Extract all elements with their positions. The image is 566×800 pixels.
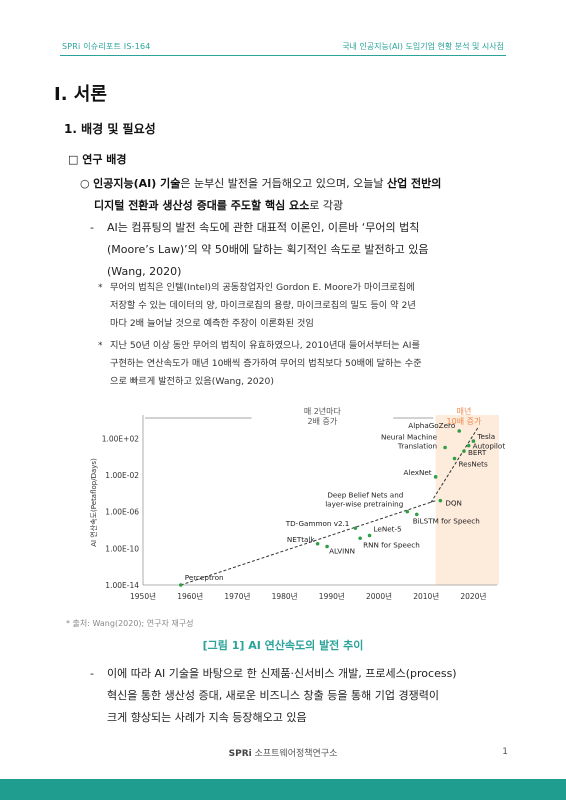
point-label: ResNets — [459, 460, 488, 469]
data-point — [405, 509, 410, 514]
x-tick-label: 2020년 — [460, 591, 486, 601]
data-point — [438, 498, 443, 503]
y-tick-label: 1.00E-14 — [105, 581, 139, 590]
page-header: SPRi 이슈리포트 IS-164 국내 인공지능(AI) 도입기업 현황 분석… — [0, 0, 566, 60]
point-label: layer-wise pretraining — [325, 500, 403, 509]
x-tick-label: 2010년 — [413, 591, 439, 601]
point-label: AlexNet — [404, 468, 432, 477]
asterisk-marker: * — [98, 340, 103, 351]
report-id: SPRi 이슈리포트 IS-164 — [62, 42, 151, 51]
point-label: Deep Belief Nets and — [327, 491, 403, 500]
annotation-ai: 매년 — [457, 406, 472, 416]
annotation-ai: 10배 증가 — [447, 417, 482, 426]
annotation-moore: 2배 증가 — [308, 417, 338, 426]
point-label: NETtalk — [287, 535, 316, 544]
text-line: 크게 향상되는 사례가 지속 등장해오고 있음 — [107, 711, 307, 724]
data-point — [471, 439, 476, 443]
footnote: * 무어의 법칙은 인텔(Intel)의 공동창업자인 Gordon E. Mo… — [98, 279, 523, 333]
y-tick-label: 1.00E-02 — [105, 471, 139, 480]
data-point — [457, 429, 462, 433]
data-point — [325, 544, 329, 549]
emph-text: 인공지능(AI) 기술 — [93, 177, 181, 190]
x-tick-label: 1960년 — [177, 591, 203, 601]
point-label: LeNet-5 — [374, 525, 402, 534]
text-line: 지난 50년 이상 동안 무어의 법칙이 유효하였으나, 2010년대 들어서부… — [110, 340, 420, 351]
footer-logo: SPRi 소프트웨어정책연구소 — [0, 746, 566, 759]
body-text: 은 눈부신 발전을 거듭해오고 있으며, 오늘날 — [180, 177, 387, 190]
footnote: * 지난 50년 이상 동안 무어의 법칙이 유효하였으나, 2010년대 들어… — [98, 337, 523, 391]
y-tick-label: 1.00E-10 — [105, 544, 139, 553]
data-point — [452, 456, 457, 461]
dash-marker: - — [90, 221, 94, 234]
data-point — [367, 533, 372, 538]
trend-line-ai — [430, 427, 479, 503]
y-axis-label: AI 연산속도(Petaflop/Days) — [89, 458, 98, 547]
text-line: 으로 빠르게 발전하고 있음(Wang, 2020) — [110, 376, 274, 387]
text-line: 구현하는 연산속도가 매년 10배씩 증가하여 무어의 법칙보다 50배에 달하… — [110, 358, 422, 369]
data-point — [178, 583, 183, 587]
point-label: Tesla — [476, 432, 495, 441]
text-line: (Wang, 2020) — [107, 265, 182, 278]
bullet-paragraph: ○ 인공지능(AI) 기술은 눈부신 발전을 거듭해오고 있으며, 오늘날 산업… — [80, 173, 520, 217]
emph-text: 디지털 전환과 생산성 증대를 주도할 핵심 요소 — [94, 199, 310, 212]
sub-heading: □ 연구 배경 — [68, 153, 127, 166]
y-tick-label: 1.00E-06 — [105, 508, 139, 517]
subsection-title: 1. 배경 및 필요성 — [64, 122, 156, 136]
x-tick-label: 1990년 — [319, 591, 345, 601]
data-point — [353, 526, 358, 530]
trend-line-moore — [180, 500, 436, 586]
point-label: TD-Gammon v2.1 — [285, 519, 350, 528]
text-line: 무어의 법칙은 인텔(Intel)의 공동창업자인 Gordon E. Moor… — [110, 282, 415, 293]
x-tick-label: 1950년 — [130, 591, 156, 601]
data-point — [414, 512, 419, 517]
section-title: I. 서론 — [54, 84, 107, 105]
data-point — [462, 449, 466, 453]
text-line: 이에 따라 AI 기술을 바탕으로 한 신제품·신서비스 개발, 프로세스(pr… — [107, 667, 457, 680]
point-label: Neural Machine — [381, 433, 438, 442]
header-divider — [60, 55, 506, 56]
point-label: Perceptron — [185, 573, 224, 582]
point-label: AlphaGoZero — [408, 421, 455, 430]
y-tick-label: 1.00E+02 — [102, 434, 139, 443]
point-label: BiLSTM for Speech — [413, 516, 480, 525]
highlight-region — [435, 415, 499, 585]
point-label: RNN for Speech — [363, 540, 420, 549]
text-line: (Moore’s Law)’의 약 50배에 달하는 획기적인 속도로 발전하고… — [107, 243, 429, 256]
figure-source: * 출처: Wang(2020); 연구자 재구성 — [66, 619, 194, 628]
x-tick-label: 1980년 — [272, 591, 298, 601]
org-name: 소프트웨어정책연구소 — [254, 749, 338, 759]
brand-logo: SPRi — [228, 749, 252, 759]
text-line: 마다 2배 늘어날 것으로 예측한 주장이 이론화된 것임 — [110, 318, 314, 329]
dash-paragraph: - 이에 따라 AI 기술을 바탕으로 한 신제품·신서비스 개발, 프로세스(… — [90, 663, 520, 729]
page-number: 1 — [502, 747, 508, 757]
point-label: ALVINN — [329, 547, 355, 556]
dash-paragraph: - AI는 컴퓨팅의 발전 속도에 관한 대표적 이론인, 이른바 ‘무어의 법… — [90, 217, 520, 283]
text-line: 저장할 수 있는 데이터의 양, 마이크로칩의 용량, 마이크로칩의 밀도 등이… — [110, 300, 416, 311]
circle-bullet: ○ — [80, 177, 90, 190]
body-text: 로 각광 — [309, 199, 344, 212]
x-tick-label: 1970년 — [224, 591, 250, 601]
data-point — [315, 541, 320, 546]
point-label: BERT — [468, 448, 487, 457]
data-point — [443, 445, 447, 450]
point-label: Autopilot — [473, 442, 506, 451]
bottom-bar — [0, 779, 566, 800]
dash-marker: - — [90, 667, 94, 680]
point-label: Translation — [397, 442, 437, 451]
data-point — [466, 443, 471, 448]
data-point — [358, 536, 362, 541]
data-point — [433, 475, 438, 479]
text-line: AI는 컴퓨팅의 발전 속도에 관한 대표적 이론인, 이른바 ‘무어의 법칙 — [107, 221, 420, 234]
asterisk-marker: * — [98, 282, 103, 293]
point-label: DQN — [445, 499, 462, 508]
x-tick-label: 2000년 — [366, 591, 392, 601]
figure-caption: [그림 1] AI 연산속도의 발전 추이 — [202, 639, 364, 652]
text-line: 혁신을 통한 생산성 증대, 새로운 비즈니스 창출 등을 통해 기업 경쟁력이 — [107, 689, 439, 702]
annotation-moore: 매 2년마다 — [304, 406, 342, 416]
emph-text: 산업 전반의 — [386, 177, 442, 190]
report-title: 국내 인공지능(AI) 도입기업 현황 분석 및 시사점 — [342, 42, 504, 51]
